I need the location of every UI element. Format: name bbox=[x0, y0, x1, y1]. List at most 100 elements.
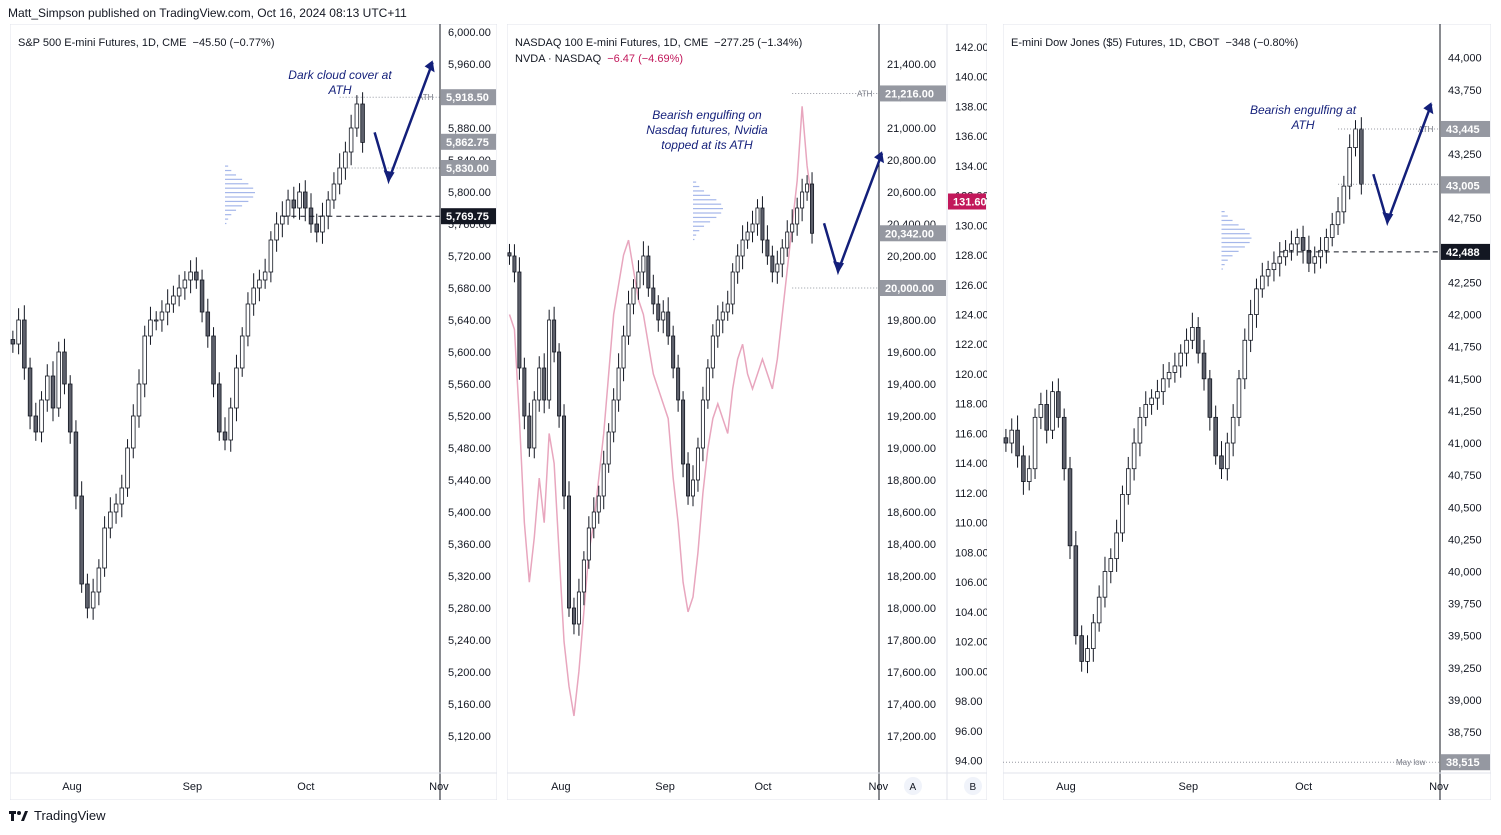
candle-body bbox=[1021, 455, 1026, 482]
candle-body bbox=[79, 495, 84, 585]
candle-body bbox=[199, 279, 205, 313]
candle-body bbox=[1149, 397, 1154, 405]
y-tick-label: 5,480.00 bbox=[448, 443, 491, 455]
y-tick-label: 40,750 bbox=[1448, 470, 1482, 482]
volume-profile-bar bbox=[693, 194, 711, 196]
y2-tick-label: 120.00 bbox=[955, 369, 987, 381]
y2-tick-label: 106.00 bbox=[955, 577, 987, 589]
candle-body bbox=[251, 287, 256, 305]
dow-chart-panel[interactable]: 44,000 43,750 43,250 42,750 42,250 42,000 41,7… bbox=[1002, 23, 1492, 801]
tradingview-logo-text: TradingView bbox=[34, 808, 106, 823]
candle-body bbox=[1026, 468, 1032, 482]
candle-body bbox=[720, 311, 725, 321]
candle-body bbox=[800, 191, 805, 209]
volume-profile-bar bbox=[693, 199, 717, 201]
scale-button-a bbox=[904, 777, 922, 795]
overlay-title-text: NVDA · NASDAQ bbox=[515, 53, 602, 65]
x-tick-label: Sep bbox=[183, 781, 203, 793]
candle-body bbox=[1353, 128, 1358, 149]
price-tag-text: 43,005 bbox=[1446, 180, 1480, 192]
x-tick-label: Sep bbox=[655, 781, 675, 793]
candle-body bbox=[119, 487, 125, 505]
y2-tick-label: 108.00 bbox=[955, 547, 987, 559]
price-tag-text: 5,918.50 bbox=[446, 92, 489, 104]
y-tick-label: 19,400.00 bbox=[887, 379, 936, 391]
volume-profile-bar bbox=[225, 178, 243, 180]
candle-body bbox=[131, 415, 136, 449]
nvda-price-tag bbox=[948, 193, 986, 210]
volume-profile-bar bbox=[1221, 237, 1252, 239]
candle-body bbox=[262, 271, 268, 281]
y-tick-label: 19,000.00 bbox=[887, 443, 936, 455]
candle-body bbox=[159, 311, 165, 321]
candle-body bbox=[205, 311, 211, 337]
price-tag-text: 5,830.00 bbox=[446, 163, 489, 175]
candle-body bbox=[527, 415, 532, 449]
price-tag bbox=[1441, 754, 1490, 771]
volume-profile-bar bbox=[693, 234, 697, 236]
y2-tick-label: 142.00 bbox=[955, 42, 987, 54]
candle-body bbox=[601, 463, 606, 497]
candle-body bbox=[1236, 378, 1242, 418]
x-tick-label: Aug bbox=[551, 781, 571, 793]
volume-profile-bar bbox=[1221, 255, 1233, 257]
candle-body bbox=[10, 339, 16, 345]
chart-svg: 6,000.005,960.005,920.005,880.005,840.00… bbox=[9, 23, 498, 801]
volume-profile-bar bbox=[1221, 246, 1245, 248]
candle-body bbox=[222, 431, 228, 441]
candle-body bbox=[552, 319, 557, 353]
overlay-change-text: −6.47 (−4.69%) bbox=[607, 53, 683, 65]
candle-body bbox=[686, 463, 691, 497]
candle-body bbox=[331, 183, 337, 201]
sp500-chart-panel[interactable]: 6,000.005,960.005,920.005,880.005,840.00… bbox=[9, 23, 498, 801]
y-tick-label: 5,680.00 bbox=[448, 283, 491, 295]
x-tick-label: Aug bbox=[62, 781, 82, 793]
candle-body bbox=[745, 231, 750, 241]
candle-body bbox=[1102, 571, 1108, 598]
y-tick-label: 18,400.00 bbox=[887, 539, 936, 551]
candle-body bbox=[234, 367, 239, 409]
candle-body bbox=[695, 447, 700, 481]
chart-title: S&P 500 E-mini Futures, 1D, CME −45.50 (−… bbox=[18, 37, 274, 49]
annotation-text: Nasdaq futures, Nvidia bbox=[646, 123, 768, 137]
y2-tick-label: 138.00 bbox=[955, 101, 987, 113]
chart-title: NASDAQ 100 E-mini Futures, 1D, CME −277.2… bbox=[515, 37, 802, 49]
volume-profile-bar bbox=[225, 218, 229, 220]
y-tick-label: 39,250 bbox=[1448, 663, 1482, 675]
volume-profile-bar bbox=[225, 222, 227, 225]
arrow-head-down bbox=[383, 170, 395, 183]
x-tick-label: Oct bbox=[754, 781, 771, 793]
y-tick-label: 17,800.00 bbox=[887, 635, 936, 647]
price-tag-text: 5,769.75 bbox=[446, 211, 489, 223]
candle-body bbox=[1195, 327, 1201, 354]
chart-svg: 21,400.0021,200.0021,000.0020,800.0020,6… bbox=[506, 23, 989, 801]
candle-body bbox=[1190, 327, 1195, 341]
candle-body bbox=[810, 183, 815, 234]
volume-profile-bar bbox=[225, 196, 254, 198]
nasdaq-chart-panel[interactable]: 21,400.0021,200.0021,000.0020,800.0020,6… bbox=[506, 23, 989, 801]
candle-body bbox=[646, 255, 651, 289]
candle-body bbox=[1061, 416, 1067, 470]
candle-body bbox=[666, 311, 671, 337]
volume-profile-bar bbox=[225, 165, 229, 167]
candle-body bbox=[1289, 243, 1294, 251]
volume-profile-bar bbox=[1221, 233, 1250, 235]
candle-body bbox=[547, 319, 552, 401]
scale-button-label: B bbox=[970, 782, 977, 793]
volume-profile-bar bbox=[693, 221, 711, 223]
price-tag-text: 20,342.00 bbox=[885, 228, 934, 240]
volume-profile-bar bbox=[1221, 259, 1228, 261]
candle-body bbox=[522, 367, 527, 417]
y-tick-label: 19,800.00 bbox=[887, 315, 936, 327]
tradingview-footer[interactable]: TradingView bbox=[8, 808, 106, 823]
chart-change-text: −348 (−0.80%) bbox=[1225, 37, 1298, 49]
y-tick-label: 5,960.00 bbox=[448, 59, 491, 71]
candle-body bbox=[715, 319, 720, 337]
y-tick-label: 18,200.00 bbox=[887, 571, 936, 583]
candle-body bbox=[285, 199, 291, 217]
candle-body bbox=[671, 335, 676, 369]
candle-body bbox=[507, 252, 512, 257]
y-tick-label: 41,250 bbox=[1448, 406, 1482, 418]
price-tag-text: 21,216.00 bbox=[885, 88, 934, 100]
volume-profile-bar bbox=[693, 190, 705, 192]
